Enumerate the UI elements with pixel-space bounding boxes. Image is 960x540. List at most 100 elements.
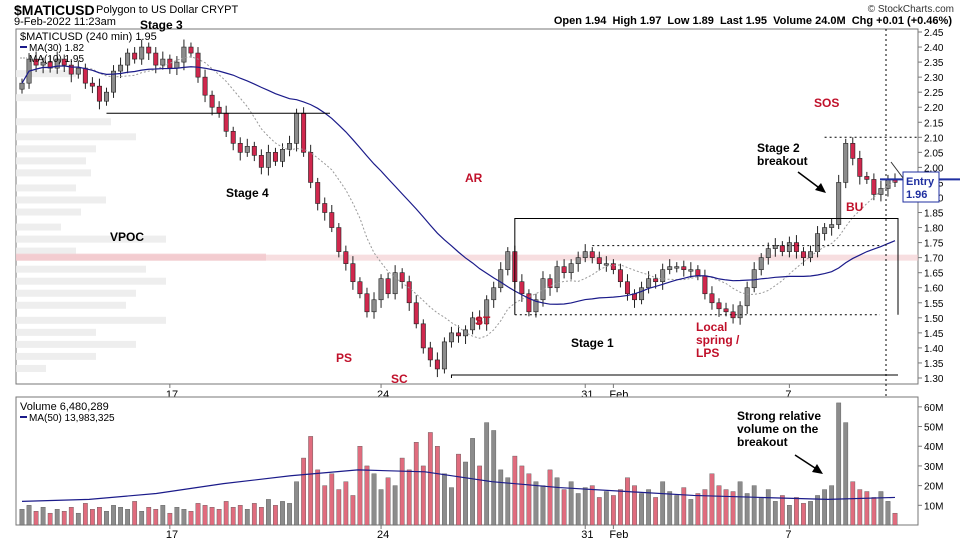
price-tick-label: 1.55 — [924, 299, 944, 310]
volume-bar — [406, 469, 412, 526]
volume-bar — [301, 457, 306, 526]
candle-body — [139, 46, 145, 60]
volume-bar — [392, 485, 398, 526]
volume-bar — [871, 497, 877, 526]
volume-bar — [26, 505, 32, 526]
volume-bar — [322, 485, 328, 526]
volume-bar — [420, 465, 426, 526]
volume-bar — [357, 446, 363, 526]
volume-bar — [885, 501, 891, 526]
volume-bar — [118, 507, 123, 526]
candle-body — [82, 67, 88, 84]
candle-body — [779, 245, 785, 252]
volume-bar — [449, 487, 454, 526]
volume-bar — [202, 505, 208, 526]
candle-body — [822, 227, 828, 234]
candle-body — [639, 287, 645, 301]
candle-body — [104, 91, 109, 102]
candle-body — [758, 257, 764, 270]
volume-bar — [266, 499, 271, 526]
volume-by-price-bar — [16, 133, 136, 141]
volume-bar — [822, 489, 827, 526]
vol-x-tick-label: 31 — [581, 529, 593, 540]
volume-by-price-bar — [16, 247, 76, 255]
volume-by-price-bar — [16, 208, 81, 216]
candle-body — [871, 179, 877, 195]
candle-body — [723, 308, 729, 313]
candle-body — [413, 302, 419, 325]
volume-bar — [153, 509, 159, 526]
symbol-name: Polygon to US Dollar CRYPT — [96, 4, 239, 16]
candle-body — [716, 302, 722, 310]
chart-timestamp: 9-Feb-2022 11:23am — [14, 16, 116, 28]
price-legend-symbol: $MATICUSD (240 min) 1.95 — [20, 31, 157, 43]
volume-bar — [463, 461, 468, 526]
price-tick-label: 2.45 — [924, 28, 944, 39]
volume-by-price-bar — [16, 94, 71, 102]
volume-bar — [90, 509, 95, 526]
volume-bar — [632, 485, 637, 526]
volume-bar — [237, 505, 243, 526]
candle-body — [47, 61, 53, 69]
candle-body — [350, 263, 356, 283]
annotation-local: Local — [696, 320, 727, 334]
volume-by-price-bar — [16, 70, 76, 78]
candle-body — [624, 281, 630, 295]
volume-tick-label: 50M — [924, 423, 943, 434]
volume-bar — [772, 501, 778, 526]
volume-bar — [139, 511, 145, 526]
candle-body — [857, 158, 863, 177]
volume-bar — [794, 497, 799, 526]
volume-bar — [582, 487, 588, 526]
volume-panel: 60M 50M 40M 30M 20M 10M 17 24 31 Feb 7 Volume 6,480… — [15, 396, 943, 540]
volume-bar — [82, 503, 88, 526]
volume-bar — [442, 473, 447, 526]
entry-value: 1.96 — [906, 189, 927, 201]
volume-bar — [751, 485, 757, 526]
volume-by-price-bar — [16, 196, 106, 204]
volume-bar — [836, 402, 842, 526]
candle-body — [674, 266, 680, 269]
breakout-arrow-head — [815, 183, 826, 193]
price-tick-label: 2.15 — [924, 118, 944, 129]
volume-bar — [526, 473, 532, 526]
volume-tick-label: 10M — [924, 501, 943, 512]
vol-x-tick-label: 7 — [785, 529, 791, 540]
volume-bar — [378, 489, 384, 526]
volume-bar — [329, 473, 335, 526]
volume-bar — [815, 495, 820, 526]
candle-body — [505, 251, 511, 270]
annotation-ps: PS — [336, 351, 352, 365]
candle-body — [68, 64, 74, 75]
ohlc-summary: Open 1.94 High 1.97 Low 1.89 Last 1.95 V… — [551, 15, 952, 27]
candle-body — [751, 269, 757, 289]
candle-body — [336, 227, 342, 252]
candle-body — [434, 359, 440, 370]
candle-body — [118, 64, 124, 72]
candle-body — [301, 112, 307, 153]
volume-bar — [146, 507, 152, 526]
volume-bar — [216, 509, 222, 526]
candle-body — [378, 278, 384, 301]
volume-by-price-bar — [16, 145, 96, 153]
volume-bar — [505, 477, 511, 526]
volume-bar — [575, 493, 581, 526]
candle-body — [272, 152, 278, 162]
volume-bar — [737, 481, 743, 526]
entry-pointer — [890, 161, 904, 179]
volume-bar — [667, 491, 673, 526]
annotation-breakout: breakout — [757, 154, 808, 168]
volume-bar — [850, 481, 856, 526]
candle-body — [40, 61, 46, 66]
price-tick-label: 1.50 — [924, 314, 944, 325]
candle-body — [646, 278, 652, 289]
volume-bar — [568, 481, 574, 526]
volume-bar — [40, 507, 46, 526]
volume-bar — [709, 473, 715, 526]
volume-by-price-bar — [16, 301, 126, 309]
volume-bar — [765, 489, 771, 526]
volume-bar — [195, 503, 201, 526]
candle-body — [786, 242, 792, 252]
candle-body — [61, 58, 67, 66]
